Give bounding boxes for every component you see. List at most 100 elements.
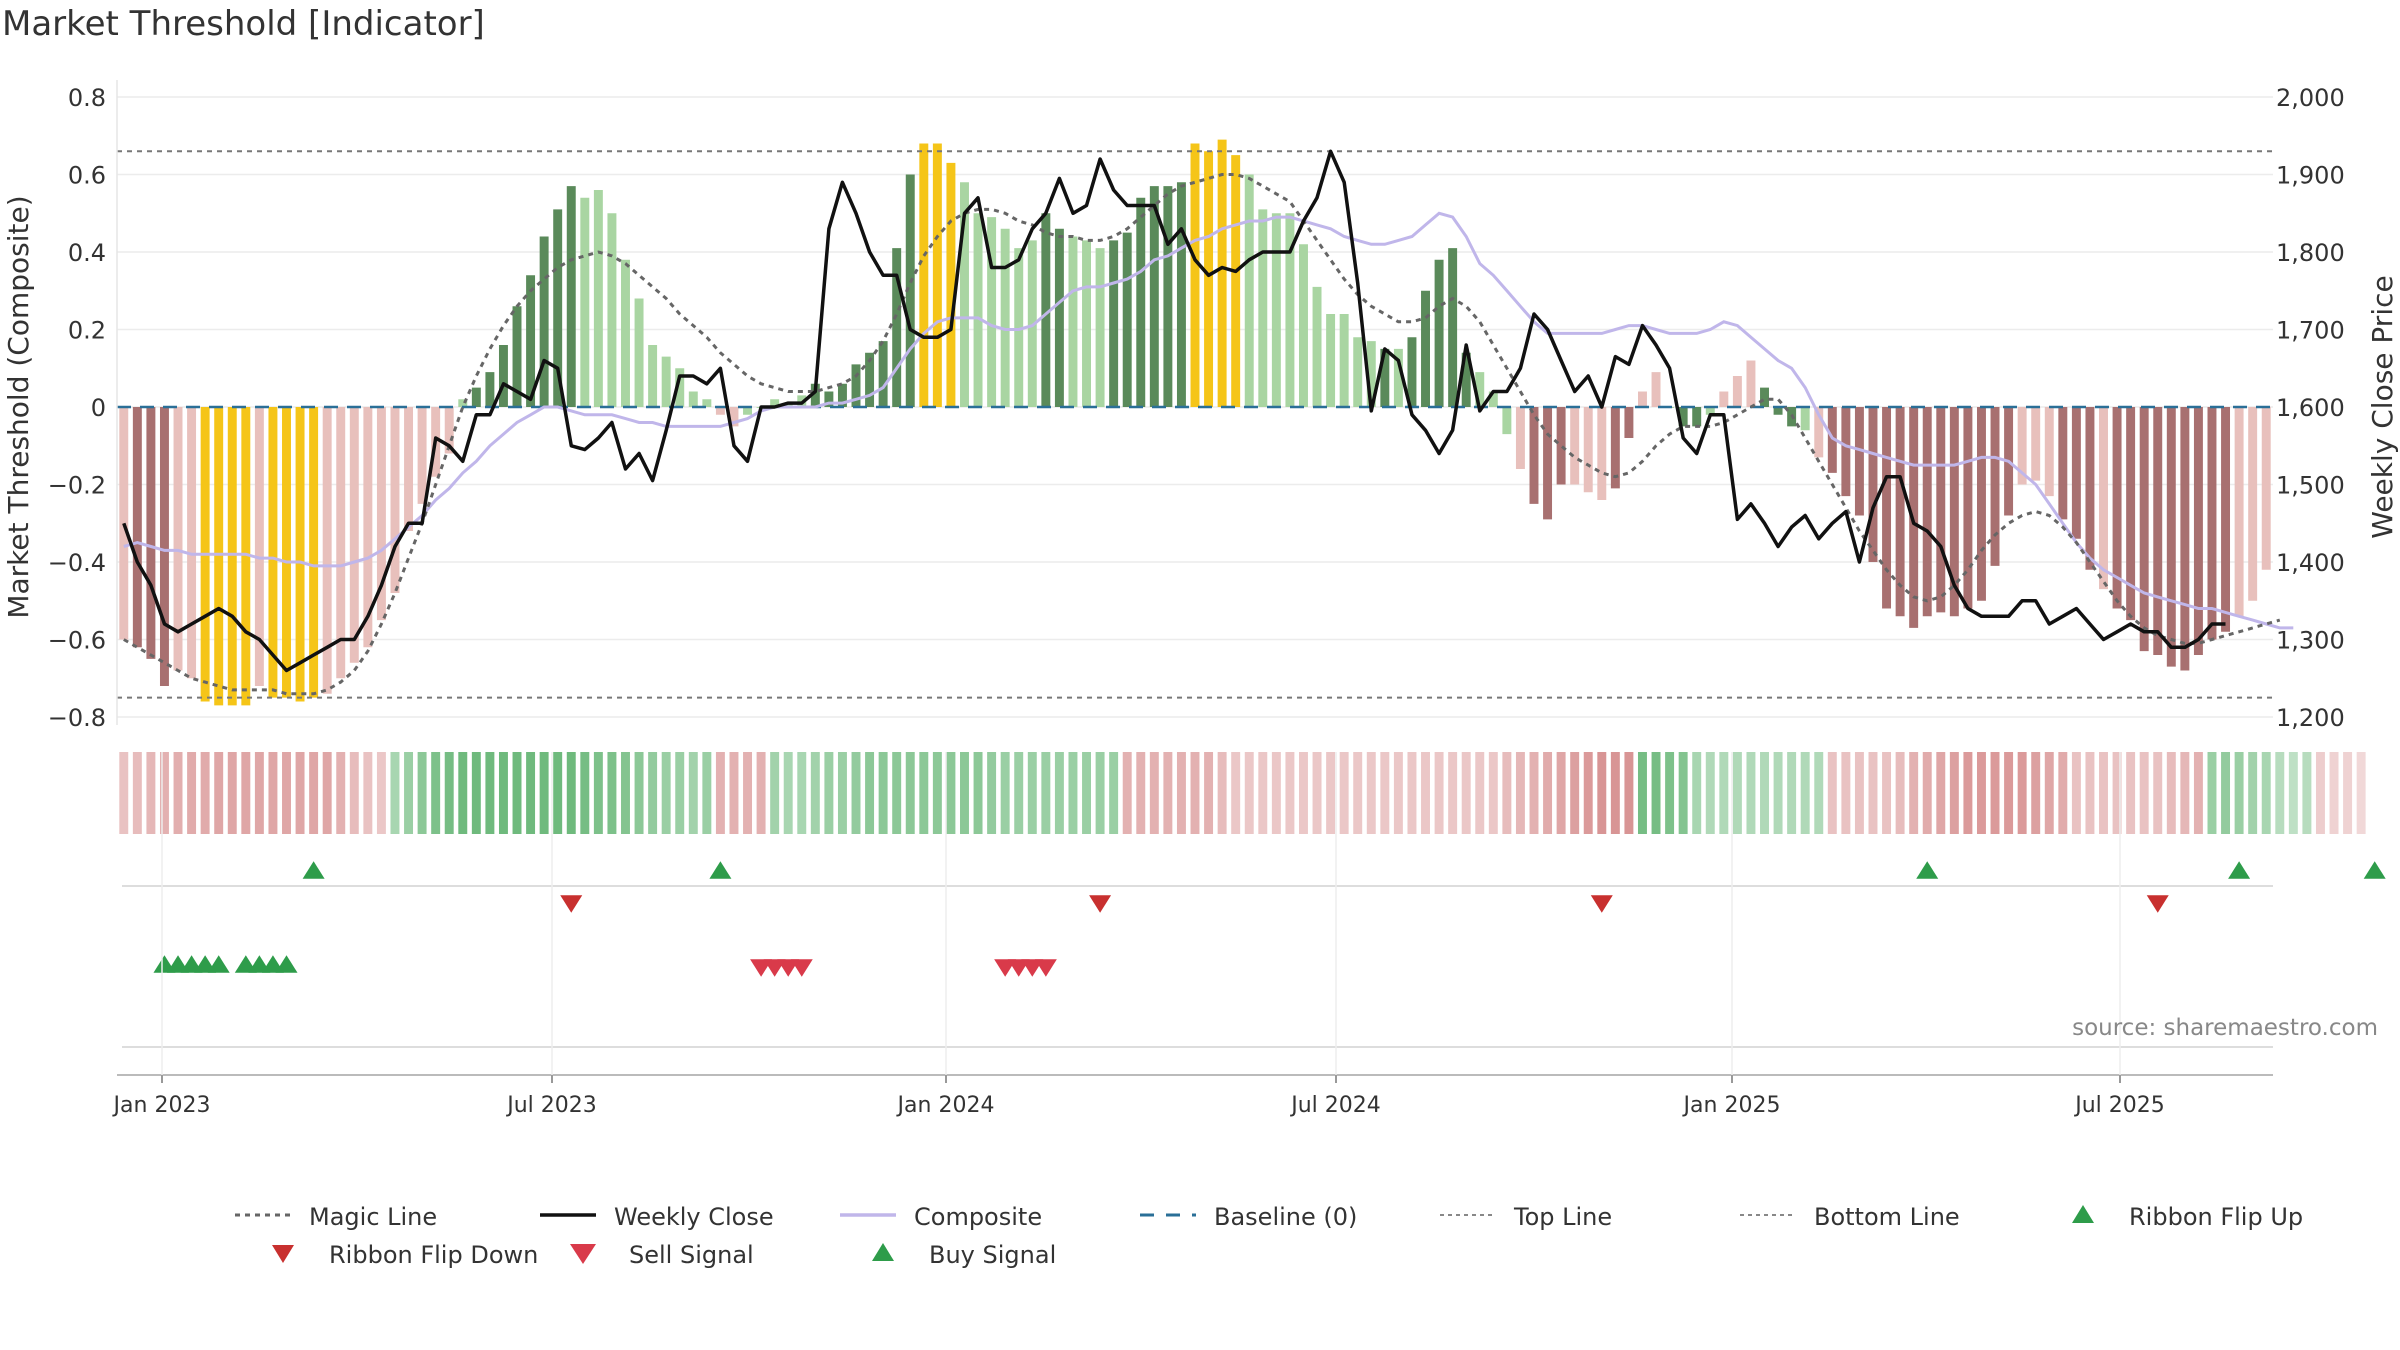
composite-bar [1760,387,1769,407]
composite-bar [1990,407,2000,566]
composite-bars [119,139,2271,706]
y-tick-label: 0.6 [68,162,106,190]
ribbon-cell [648,752,658,834]
ribbon-cell [688,752,698,834]
ribbon-cell [1366,752,1376,834]
ribbon-cell [1136,752,1146,834]
ribbon-cell [1543,752,1553,834]
composite-bar [1556,407,1566,485]
composite-bar [309,407,319,698]
ribbon-cell [1976,752,1986,834]
y2-tick-label: 1,700 [2276,317,2345,345]
ribbon-cell [119,752,129,834]
ribbon-cell [810,752,820,834]
composite-bar [1136,197,1146,407]
legend-label: Top Line [1513,1203,1612,1231]
ribbon-cell [1339,752,1349,834]
ribbon-cell [1637,752,1647,834]
composite-bar [1678,407,1688,427]
composite-bar [417,407,427,504]
legend-item: Top Line [1440,1203,1612,1231]
composite-bar [892,248,902,407]
composite-bar [498,345,508,407]
composite-bar [1231,155,1241,407]
ribbon-cell [417,752,427,834]
ribbon-cell [159,752,169,834]
composite-bar [159,407,169,686]
ribbon-cell [363,752,373,834]
legend-item: Magic Line [235,1203,437,1231]
ribbon-cell [919,752,929,834]
composite-bar [1610,407,1620,489]
ribbon-cell [282,752,291,834]
composite-bar [1651,372,1661,407]
ribbon-cell [851,752,861,834]
composite-bar [2139,407,2149,652]
x-tick-label: Jul 2023 [505,1093,597,1118]
y2-tick-label: 1,600 [2276,394,2345,422]
composite-bar [1041,213,1051,407]
composite-bar [1461,352,1471,407]
ribbon-cell [593,752,603,834]
ribbon-cell [1556,752,1566,834]
ribbon-cell [1204,752,1214,834]
ribbon-cell [2058,752,2068,834]
legend-swatch [570,1244,596,1264]
legend-label: Ribbon Flip Up [2129,1203,2303,1231]
ribbon-cell [2193,752,2203,834]
composite-bar [390,407,400,593]
ribbon-cell [2180,752,2190,834]
ribbon-cell [539,752,549,834]
ribbon-cell [1054,752,1064,834]
ribbon-cell [2085,752,2095,834]
composite-bar [444,407,454,454]
ribbon-cell [1841,752,1851,834]
ribbon-cell [227,752,237,834]
source-label: source: sharemaestro.com [2072,1015,2378,1041]
composite-bar [2248,407,2258,601]
composite-bar [607,213,617,407]
ribbon-cell [797,752,807,834]
composite-bar [1529,407,1539,504]
x-axis: Jan 2023 Jul 2023 Jan 2024 Jul 2024 Jan 2025… [112,752,2273,1118]
buy-signal-marker [207,955,230,973]
ribbon-cell [2248,752,2258,834]
composite-bar [2207,407,2217,640]
flip-down-marker [1590,895,1613,913]
legend-item: Bottom Line [1740,1203,1960,1231]
ribbon-cell [1434,752,1444,834]
composite-bar [743,407,753,415]
composite-bar [1285,213,1295,407]
composite-bar [187,407,197,679]
legend-label: Bottom Line [1814,1203,1960,1231]
ribbon-cell [2302,752,2312,834]
ribbon-cell [2234,752,2244,834]
composite-bar [1841,407,1851,497]
composite-bar [1312,286,1322,407]
composite-bar [1773,407,1783,415]
composite-bar [1800,407,1810,431]
ribbon-cell [1705,752,1715,834]
composite-bar [824,391,834,407]
ribbon-cell [2126,752,2136,834]
composite-bar [404,407,414,531]
composite-bar [1176,182,1186,407]
composite-bar [539,236,549,407]
ribbon-cell [2112,752,2122,834]
composite-bar [1421,290,1430,407]
x-tick-label: Jan 2025 [1682,1093,1781,1118]
composite-bar [1190,143,1200,407]
ribbon-cell [1502,752,1512,834]
ribbon-cell [2315,752,2325,834]
ribbon-cell [1583,752,1593,834]
legend-label: Composite [914,1203,1042,1231]
ribbon-cell [268,752,278,834]
composite-bar [810,383,820,407]
ribbon-cell [1936,752,1946,834]
ribbon-cell [2044,752,2054,834]
composite-bar [553,209,563,407]
composite-bar [1624,407,1634,438]
ribbon-cell [1190,752,1200,834]
composite-bar [851,364,861,407]
